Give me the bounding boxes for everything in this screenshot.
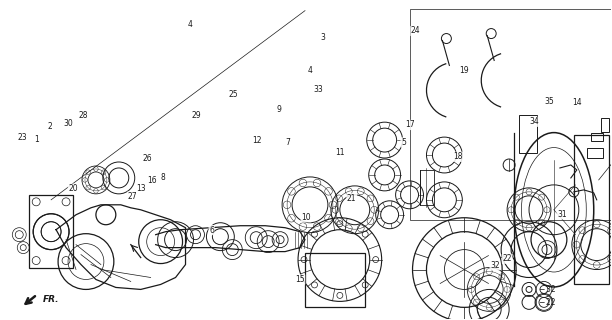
Bar — [29, 195, 73, 268]
Text: 18: 18 — [453, 152, 463, 161]
Bar — [591, 133, 603, 141]
Text: 6: 6 — [209, 226, 214, 235]
Text: ─ 32: ─ 32 — [539, 285, 556, 294]
Text: 15: 15 — [295, 275, 305, 284]
Text: 12: 12 — [253, 136, 262, 145]
Bar — [587, 148, 603, 158]
Text: 4: 4 — [188, 20, 193, 29]
Text: 25: 25 — [228, 90, 237, 99]
Text: 20: 20 — [69, 184, 78, 193]
Text: 23: 23 — [18, 133, 28, 142]
Text: ─ 22: ─ 22 — [539, 298, 556, 307]
Text: 19: 19 — [460, 66, 469, 75]
Text: 3: 3 — [321, 33, 326, 42]
Text: 7: 7 — [285, 138, 290, 147]
Text: 33: 33 — [313, 85, 323, 94]
Text: 26: 26 — [143, 154, 152, 163]
Text: FR.: FR. — [43, 295, 59, 304]
Text: 30: 30 — [64, 119, 73, 128]
Text: 28: 28 — [79, 111, 88, 120]
Text: 4: 4 — [308, 66, 312, 75]
Text: 16: 16 — [147, 176, 157, 185]
Bar — [305, 252, 365, 307]
Text: 32: 32 — [490, 261, 500, 270]
Text: 24: 24 — [411, 27, 420, 36]
Bar — [574, 135, 609, 284]
Text: 22: 22 — [502, 254, 512, 263]
Text: 8: 8 — [160, 173, 165, 182]
Text: 27: 27 — [127, 192, 137, 201]
Text: 14: 14 — [572, 98, 582, 107]
Text: 10: 10 — [301, 213, 311, 222]
Text: 9: 9 — [276, 105, 281, 114]
Text: 29: 29 — [192, 111, 201, 120]
Text: 35: 35 — [545, 97, 554, 106]
Text: 1: 1 — [34, 135, 39, 144]
Text: 31: 31 — [557, 210, 567, 219]
Bar — [519, 115, 537, 153]
Text: 2: 2 — [48, 122, 53, 131]
Text: 34: 34 — [529, 117, 539, 126]
Text: 17: 17 — [405, 120, 414, 130]
Bar — [601, 118, 609, 132]
Text: 21: 21 — [347, 194, 356, 203]
Text: 5: 5 — [401, 138, 406, 147]
Bar — [409, 9, 611, 220]
Text: 13: 13 — [136, 184, 146, 193]
Text: 11: 11 — [335, 148, 345, 156]
